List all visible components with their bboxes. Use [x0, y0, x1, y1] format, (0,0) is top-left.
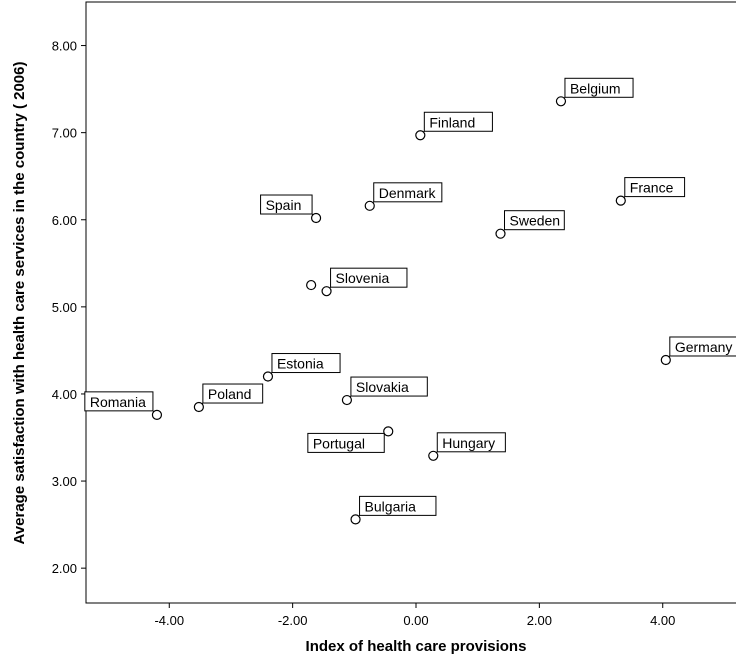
data-point-marker: [555, 96, 567, 107]
point-label-box: [271, 353, 341, 374]
point-label: Belgium: [570, 80, 621, 96]
point-label-box: [373, 182, 443, 203]
point-label: Poland: [208, 386, 252, 402]
data-point-group: Belgium: [555, 77, 634, 107]
data-point-marker: [193, 401, 204, 413]
point-label: Portugal: [313, 435, 365, 451]
data-point-group: Slovenia: [321, 267, 408, 297]
point-label-box: [202, 383, 264, 404]
data-point-marker: [660, 354, 671, 366]
data-point-marker: [310, 212, 322, 224]
data-point-group: Germany: [660, 336, 736, 366]
point-label: Romania: [90, 394, 146, 410]
data-point-marker: [615, 195, 626, 206]
data-point-group: France: [615, 177, 686, 206]
y-tick-label: 6.00: [52, 213, 77, 228]
data-point-marker: [350, 514, 361, 525]
point-label: Spain: [266, 197, 302, 213]
point-label: Sweden: [510, 213, 561, 229]
data-point-group: Spain: [260, 194, 322, 224]
data-point-group: Poland: [193, 383, 264, 413]
data-point-marker: [364, 200, 375, 211]
point-label-box: [436, 432, 506, 453]
data-points: Belgium Finland Spain Denmark France Sweden Sl…: [84, 77, 736, 525]
data-point-group: Estonia: [262, 353, 341, 382]
x-tick-label: 4.00: [650, 613, 675, 628]
x-tick-label: -2.00: [278, 613, 308, 628]
y-tick-label: 7.00: [52, 126, 77, 141]
point-label: France: [630, 180, 674, 196]
point-label-box: [350, 376, 428, 397]
data-point-marker: [428, 450, 439, 461]
data-point-marker: [415, 130, 426, 141]
x-tick-label: 0.00: [403, 613, 428, 628]
data-point-group: Portugal: [307, 426, 394, 453]
x-axis: -4.00 -2.00 0.00 2.00 4.00: [154, 603, 675, 628]
point-label: Germany: [675, 339, 733, 355]
y-tick-label: 3.00: [52, 474, 77, 489]
point-label-box: [423, 111, 493, 132]
data-point-group: Denmark: [364, 182, 443, 211]
point-label-box: [624, 177, 686, 198]
y-tick-label: 2.00: [52, 561, 77, 576]
x-axis-title: Index of health care provisions: [306, 638, 527, 655]
point-label-box: [330, 267, 408, 288]
data-point-marker: [151, 409, 163, 420]
y-tick-label: 4.00: [52, 387, 77, 402]
data-point-group: Romania: [84, 391, 163, 420]
y-axis-title: Average satisfaction with health care se…: [11, 62, 28, 545]
point-label-box: [564, 77, 634, 98]
data-point-marker: [306, 279, 317, 291]
point-label: Denmark: [379, 185, 437, 201]
data-point-group: Hungary: [428, 432, 506, 461]
point-label-box: [260, 194, 313, 215]
y-axis: 2.00 3.00 4.00 5.00 6.00 7.00 8.00: [52, 39, 86, 576]
point-label-box: [359, 495, 437, 516]
point-label: Bulgaria: [365, 498, 417, 514]
point-label-box: [307, 432, 385, 453]
point-label-box: [669, 336, 736, 357]
data-point-group: Bulgaria: [350, 495, 437, 525]
point-label: Slovenia: [336, 270, 390, 286]
data-point-marker: [383, 426, 394, 437]
data-point-group: Slovakia: [341, 376, 428, 406]
y-tick-label: 8.00: [52, 39, 77, 54]
x-tick-label: -4.00: [154, 613, 184, 628]
point-label: Slovakia: [356, 379, 409, 395]
data-point-group: [306, 279, 317, 291]
data-point-marker: [495, 228, 506, 239]
point-label: Finland: [429, 114, 475, 130]
point-label-box: [504, 210, 565, 231]
data-point-group: Finland: [415, 111, 493, 141]
data-point-marker: [262, 371, 274, 382]
point-label: Estonia: [277, 356, 324, 372]
point-label: Hungary: [442, 435, 495, 451]
y-tick-label: 5.00: [52, 300, 77, 315]
data-point-marker: [341, 394, 353, 406]
x-tick-label: 2.00: [527, 613, 552, 628]
point-label-box: [84, 391, 154, 412]
data-point-marker: [321, 286, 332, 297]
data-point-group: Sweden: [495, 210, 565, 239]
